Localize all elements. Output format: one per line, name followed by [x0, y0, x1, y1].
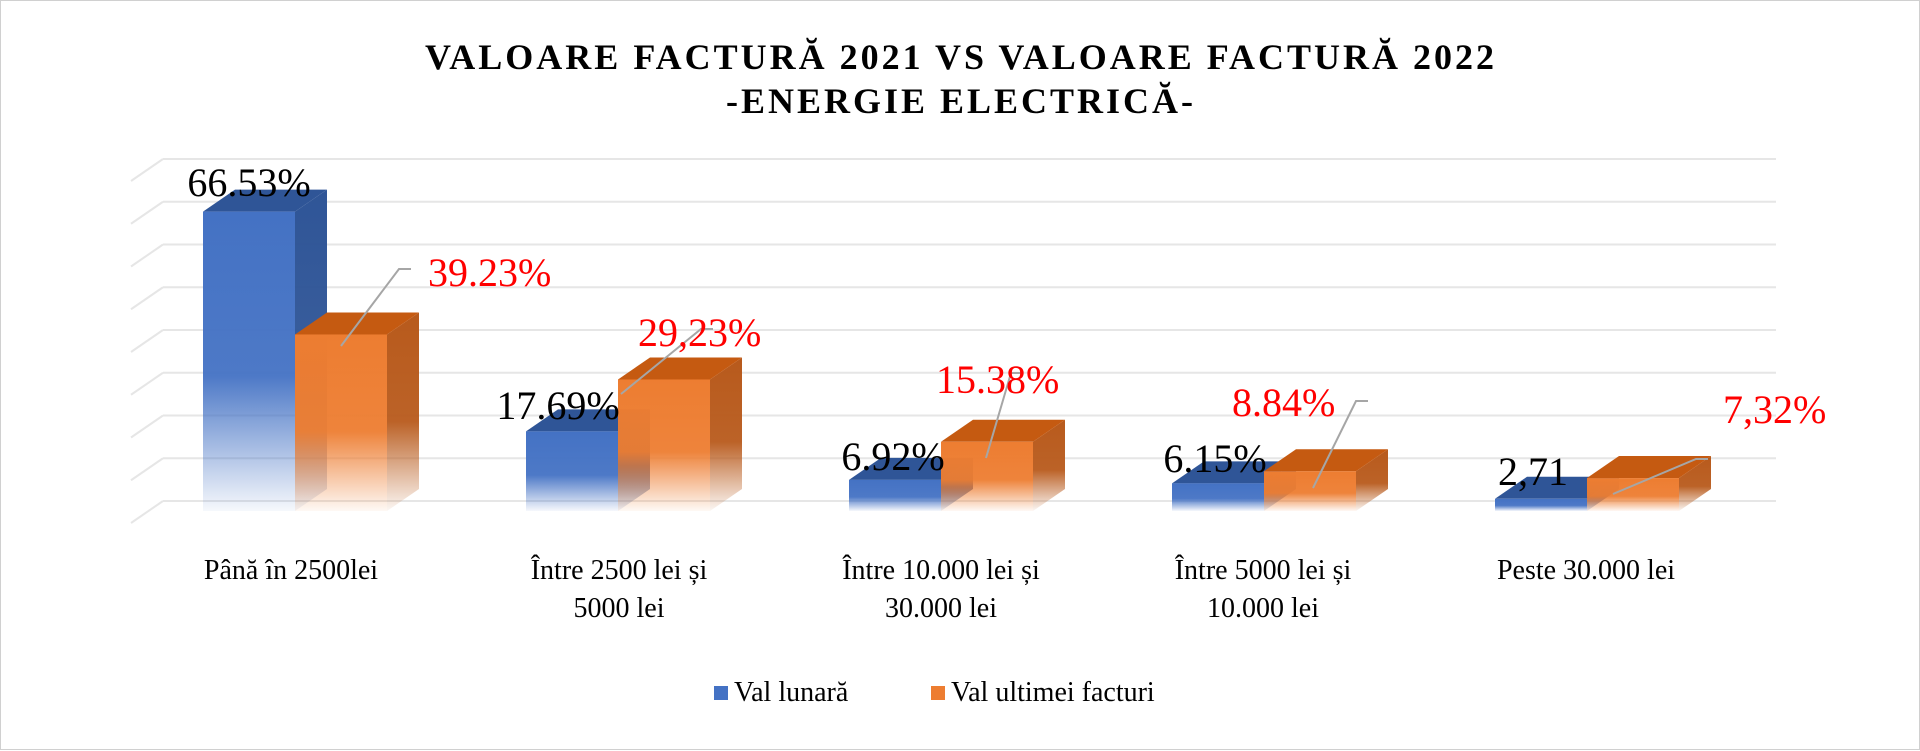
chart-title: VALOARE FACTURĂ 2021 VS VALOARE FACTURĂ … — [425, 37, 1497, 77]
bar-side-1-2 — [1033, 419, 1065, 511]
data-label-val-lunara: 66.53% — [187, 160, 310, 205]
legend-swatch-val-ultimei-facturi — [931, 686, 945, 700]
legend-label-val-lunara: Val lunară — [734, 677, 849, 708]
data-label-val-ultimei-facturi: 29,23% — [638, 310, 761, 355]
gridline-side — [130, 158, 164, 182]
gridline-side — [130, 243, 164, 268]
gridline-side — [130, 200, 164, 225]
leader-lines — [340, 268, 1708, 495]
leader-line — [985, 372, 1023, 459]
data-label-val-ultimei-facturi: 39.23% — [428, 250, 551, 295]
bar-side-1-1 — [710, 357, 742, 511]
chart-subtitle: -ENERGIE ELECTRICĂ- — [726, 81, 1196, 121]
bar-top-1-2 — [941, 419, 1065, 442]
category-label: 5000 lei — [574, 593, 665, 624]
data-label-val-lunara: 2,71 — [1498, 449, 1568, 494]
legend-label-val-ultimei-facturi: Val ultimei facturi — [951, 677, 1155, 708]
bar-1-3 — [1264, 471, 1356, 511]
data-label-val-ultimei-facturi: 15.38% — [936, 357, 1059, 402]
gridline-side — [130, 371, 164, 396]
leader-line — [1312, 400, 1368, 489]
category-label: Între 5000 lei și — [1175, 555, 1352, 586]
data-label-val-ultimei-facturi: 7,32% — [1723, 387, 1826, 432]
data-labels: 66.53% 17.69% 6.92% 6.15% 2,71 39.23% 29,23% 15… — [187, 160, 1826, 494]
category-label: 10.000 lei — [1207, 593, 1319, 624]
gridline-side — [130, 414, 164, 439]
data-label-val-lunara: 17.69% — [496, 383, 619, 428]
category-labels: Până în 2500lei Între 2500 lei și 5000 lei… — [204, 555, 1675, 624]
bar-1-1 — [618, 379, 710, 511]
bar-0-0 — [203, 211, 295, 512]
bar-side-1-0 — [387, 312, 419, 511]
bar-side-1-4 — [1679, 456, 1711, 511]
gridline-side — [130, 286, 164, 311]
category-label: Între 10.000 lei și — [842, 555, 1040, 586]
gridline-side — [130, 329, 164, 353]
legend: Val lunară Val ultimei facturi — [714, 677, 1155, 708]
data-label-val-lunara: 6.92% — [841, 434, 944, 479]
bar-0-2 — [849, 479, 941, 511]
gridlines — [130, 158, 1776, 524]
leader-line — [620, 328, 713, 395]
bar-top-1-1 — [618, 357, 742, 380]
bar-1-4 — [1587, 478, 1679, 511]
bar-0-3 — [1172, 483, 1264, 511]
category-label: Peste 30.000 lei — [1497, 555, 1675, 586]
category-label: 30.000 lei — [885, 593, 997, 624]
gridline-side — [130, 457, 164, 482]
bar-1-0 — [295, 334, 387, 511]
leader-line — [1612, 458, 1708, 495]
bar-side-1-3 — [1356, 449, 1388, 511]
bar-top-0-0 — [203, 189, 327, 212]
gridline-side — [130, 500, 164, 524]
legend-swatch-val-lunara — [714, 686, 728, 700]
bar-0-4 — [1495, 498, 1587, 511]
bar-0-1 — [526, 431, 618, 511]
category-label: Până în 2500lei — [204, 555, 378, 586]
leader-line — [340, 268, 411, 347]
bar-top-1-4 — [1587, 456, 1711, 479]
data-label-val-ultimei-facturi: 8.84% — [1232, 380, 1335, 425]
data-label-val-lunara: 6.15% — [1163, 436, 1266, 481]
bars — [203, 189, 1711, 512]
category-label: Între 2500 lei și — [531, 555, 708, 586]
